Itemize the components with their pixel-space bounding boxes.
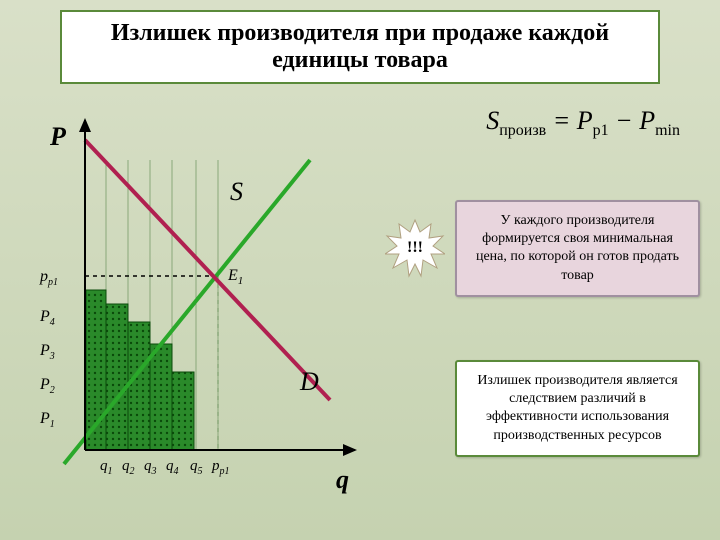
formula-t1-sub: p1	[593, 122, 609, 139]
info-box-2: Излишек производителя является следствие…	[455, 360, 700, 457]
svg-text:P2: P2	[39, 376, 55, 396]
svg-text:D: D	[299, 367, 319, 396]
svg-text:q1: q1	[100, 458, 113, 477]
chart: Pq S D E1 pp1 P4 P3 P2 P1 q1 q2 q3 q4 q5 pp1	[20, 100, 380, 500]
callout-row: !!! У каждого производителя формируется …	[385, 200, 700, 297]
svg-text:pp1: pp1	[39, 268, 58, 288]
svg-text:P3: P3	[39, 342, 55, 362]
formula-t2-sub: min	[655, 122, 680, 139]
title-box: Излишек производителя при продаже каждой…	[60, 10, 660, 84]
svg-text:q2: q2	[122, 458, 135, 477]
svg-text:q: q	[336, 465, 349, 494]
svg-text:q5: q5	[190, 458, 203, 477]
svg-text:P1: P1	[39, 410, 55, 430]
svg-text:E1: E1	[227, 267, 243, 287]
info-box-1-text: У каждого производителя формируется своя…	[476, 213, 679, 283]
formula-lhs: S	[486, 106, 499, 135]
info-box-1: У каждого производителя формируется своя…	[455, 200, 700, 297]
info-box-2-text: Излишек производителя является следствие…	[477, 373, 677, 443]
starburst-label: !!!	[407, 239, 423, 257]
svg-text:P4: P4	[39, 308, 55, 328]
formula-lhs-sub: произв	[499, 122, 546, 139]
formula-t2: P	[639, 106, 655, 135]
title-text: Излишек производителя при продаже каждой…	[111, 20, 609, 73]
svg-text:S: S	[230, 177, 243, 206]
formula-t1: P	[577, 106, 593, 135]
formula-eq: =	[546, 106, 577, 135]
starburst-icon: !!!	[385, 218, 445, 278]
svg-text:q3: q3	[144, 458, 157, 477]
svg-text:pp1: pp1	[211, 458, 230, 477]
formula: Sпроизв = Pp1 − Pmin	[486, 106, 680, 140]
formula-minus: −	[609, 106, 640, 135]
svg-text:P: P	[49, 122, 67, 151]
svg-text:q4: q4	[166, 458, 179, 477]
chart-svg: Pq S D E1 pp1 P4 P3 P2 P1 q1 q2 q3 q4 q5 pp1	[20, 100, 380, 500]
